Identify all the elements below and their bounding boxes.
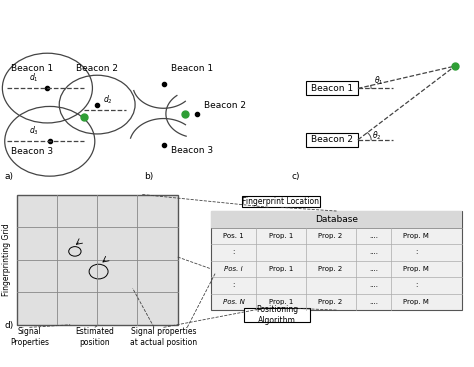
Bar	[242, 196, 320, 207]
Text: Pos. i: Pos. i	[224, 266, 243, 272]
Text: Prop. 1: Prop. 1	[269, 233, 293, 239]
Text: b): b)	[145, 172, 154, 181]
Text: Beacon 1: Beacon 1	[311, 84, 353, 93]
Text: :: :	[232, 249, 235, 255]
Text: Database: Database	[315, 215, 358, 224]
Text: $d_2$: $d_2$	[103, 93, 113, 106]
Text: Prop. 1: Prop. 1	[269, 266, 293, 272]
Text: Prop. M: Prop. M	[403, 299, 429, 305]
Text: ....: ....	[369, 249, 378, 255]
Text: :: :	[415, 249, 417, 255]
Bar	[211, 211, 462, 228]
Text: Signal
Properties: Signal Properties	[10, 327, 49, 347]
Text: Beacon 2: Beacon 2	[204, 101, 246, 110]
Text: Signal properties
at actual position: Signal properties at actual position	[130, 327, 197, 347]
Text: Prop. M: Prop. M	[403, 266, 429, 272]
Bar	[306, 81, 358, 95]
Text: Beacon 2: Beacon 2	[311, 135, 353, 144]
Text: $\theta_2$: $\theta_2$	[372, 129, 382, 142]
Text: Beacon 3: Beacon 3	[11, 147, 53, 156]
Text: Beacon 1: Beacon 1	[171, 63, 213, 73]
Text: Fingerprinting Grid: Fingerprinting Grid	[2, 223, 10, 296]
Text: Pos. 1: Pos. 1	[223, 233, 244, 239]
Text: :: :	[415, 282, 417, 288]
Text: $\theta_1$: $\theta_1$	[374, 74, 383, 87]
Text: Prop. 2: Prop. 2	[319, 299, 343, 305]
Text: Fingerprint Location: Fingerprint Location	[242, 197, 319, 206]
Text: Beacon 2: Beacon 2	[76, 64, 118, 73]
Text: Positioning
Algorithm: Positioning Algorithm	[256, 305, 298, 324]
Text: ....: ....	[369, 233, 378, 239]
Text: ....: ....	[369, 299, 378, 305]
Text: Prop. 2: Prop. 2	[319, 266, 343, 272]
Text: Beacon 3: Beacon 3	[171, 146, 213, 155]
Text: ....: ....	[369, 266, 378, 272]
Text: Prop. 1: Prop. 1	[269, 299, 293, 305]
Text: $d_1$: $d_1$	[29, 71, 39, 84]
Text: ....: ....	[369, 282, 378, 288]
Bar	[211, 211, 462, 310]
Text: c): c)	[292, 172, 300, 181]
Text: Pos. N: Pos. N	[222, 299, 245, 305]
Text: :: :	[232, 282, 235, 288]
Bar	[306, 133, 358, 147]
Text: Prop. 2: Prop. 2	[319, 233, 343, 239]
Text: a): a)	[5, 172, 14, 181]
Bar	[17, 195, 178, 325]
Bar	[244, 308, 310, 322]
Text: Prop. M: Prop. M	[403, 233, 429, 239]
Text: Beacon 1: Beacon 1	[11, 64, 53, 73]
Text: d): d)	[5, 320, 14, 330]
Text: Estimated
position: Estimated position	[75, 327, 114, 347]
Text: $d_3$: $d_3$	[29, 124, 39, 137]
